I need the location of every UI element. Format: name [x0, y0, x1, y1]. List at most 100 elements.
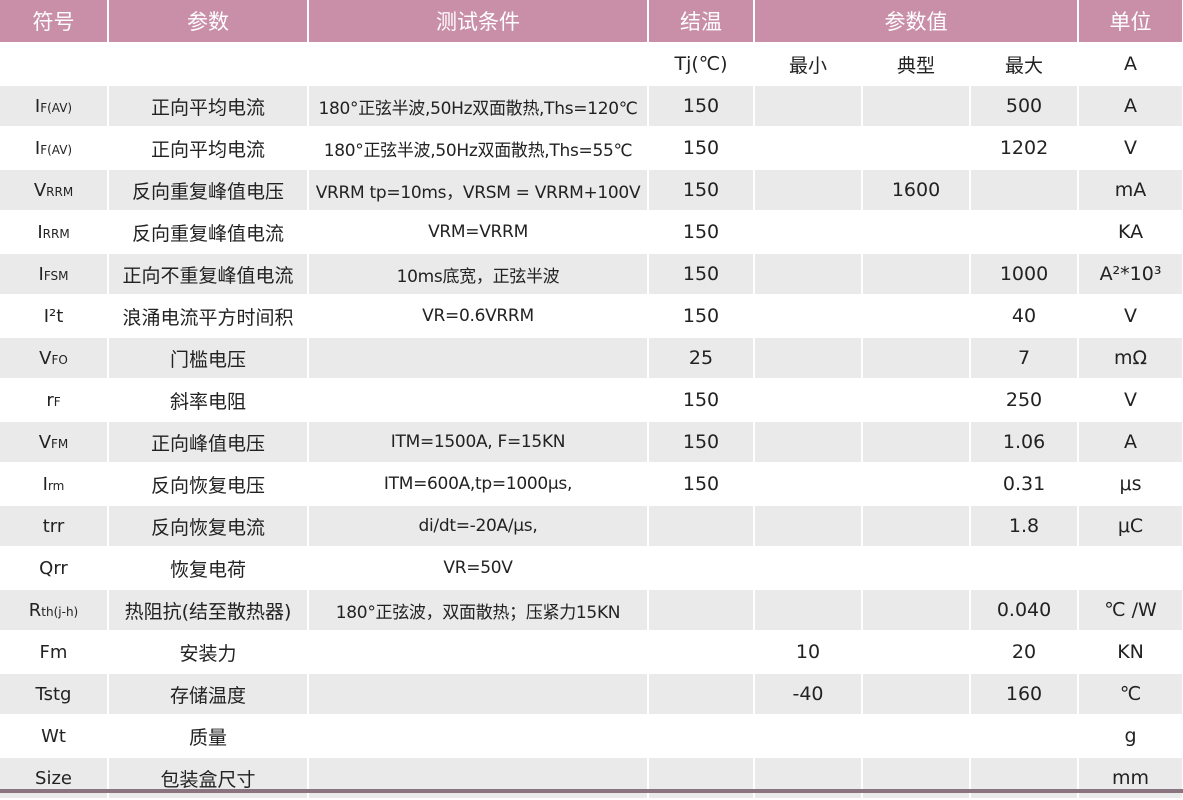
symbol-main: Fm [39, 641, 68, 663]
typ-cell: 1600 [862, 169, 971, 212]
typ-cell [862, 211, 971, 254]
max-cell: 1.06 [970, 421, 1080, 464]
typ-cell [862, 673, 971, 716]
max-cell: 20 [970, 631, 1080, 674]
symbol-main: Qrr [39, 557, 68, 579]
min-cell [754, 295, 863, 338]
typ-cell [862, 337, 971, 380]
condition-cell: 180°正弦半波,50Hz双面散热,Ths=120℃ [308, 85, 649, 128]
symbol-main: trr [42, 515, 65, 537]
unit-cell: μs [1078, 463, 1183, 506]
parameter-cell: 热阻抗(结至散热器) [108, 589, 309, 632]
tj-cell [648, 673, 755, 716]
header-condition: 测试条件 [308, 0, 649, 44]
symbol-subscript: FO [51, 352, 68, 367]
typ-cell [862, 589, 971, 632]
header-junction-temp: 结温 [648, 0, 755, 44]
parameter-cell: 反向重复峰值电压 [108, 169, 309, 212]
condition-cell [308, 337, 649, 380]
unit-cell: KA [1078, 211, 1183, 254]
unit-cell: V [1078, 127, 1183, 170]
max-cell: 7 [970, 337, 1080, 380]
table-header: 符号 参数 测试条件 结温 参数值 单位 [0, 0, 1183, 44]
max-cell [970, 211, 1080, 254]
subheader-condition [308, 43, 649, 86]
min-cell [754, 421, 863, 464]
parameter-cell: 正向平均电流 [108, 127, 309, 170]
symbol-subscript: RRM [42, 226, 70, 241]
table-row: IF(AV) 正向平均电流 180°正弦半波,50Hz双面散热,Ths=120℃ 15… [0, 85, 1183, 128]
max-cell: 0.040 [970, 589, 1080, 632]
symbol-main: V [38, 431, 52, 453]
symbol-subscript: F(AV) [40, 100, 73, 115]
table-row: IFSM 正向不重复峰值电流 10ms底宽，正弦半波 150 1000 A²*10³ [0, 253, 1183, 296]
parameter-cell: 正向平均电流 [108, 85, 309, 128]
subheader-symbol [0, 43, 109, 86]
symbol-cell: IF(AV) [0, 85, 109, 128]
min-cell [754, 169, 863, 212]
min-cell [754, 85, 863, 128]
unit-cell: V [1078, 295, 1183, 338]
min-cell [754, 589, 863, 632]
subheader-min: 最小 [754, 43, 863, 86]
symbol-cell: trr [0, 505, 109, 548]
typ-cell [862, 253, 971, 296]
tj-cell [648, 547, 755, 590]
typ-cell [862, 631, 971, 674]
condition-cell [308, 715, 649, 758]
tj-cell: 150 [648, 127, 755, 170]
header-value: 参数值 [754, 0, 1080, 44]
condition-cell [308, 673, 649, 716]
parameter-cell: 浪涌电流平方时间积 [108, 295, 309, 338]
symbol-cell: Fm [0, 631, 109, 674]
parameter-cell: 正向不重复峰值电流 [108, 253, 309, 296]
typ-cell [862, 715, 971, 758]
symbol-main: V [39, 347, 52, 369]
table-row: Rth(j-h) 热阻抗(结至散热器) 180°正弦波，双面散热；压紧力15KN 0.… [0, 589, 1183, 632]
tj-cell [648, 715, 755, 758]
symbol-main: Wt [41, 725, 66, 747]
symbol-main: I [34, 137, 41, 159]
unit-cell: A [1078, 85, 1183, 128]
subheader-tj: Tj(℃) [648, 43, 755, 86]
symbol-subscript: th(j-h) [41, 604, 79, 619]
subheader-typ: 典型 [862, 43, 971, 86]
unit-cell: mA [1078, 169, 1183, 212]
subheader-unit: A [1078, 43, 1183, 86]
symbol-subscript: FSM [43, 268, 69, 283]
tj-cell [648, 589, 755, 632]
table-row: trr 反向恢复电流 di/dt=-20A/μs, 1.8 μC [0, 505, 1183, 548]
tj-cell [648, 505, 755, 548]
symbol-main: R [28, 599, 42, 621]
unit-cell: μC [1078, 505, 1183, 548]
symbol-subscript: rm [47, 478, 65, 493]
typ-cell [862, 295, 971, 338]
min-cell [754, 547, 863, 590]
parameter-cell: 门槛电压 [108, 337, 309, 380]
unit-cell: ℃ /W [1078, 589, 1183, 632]
tj-cell: 25 [648, 337, 755, 380]
symbol-cell: Irm [0, 463, 109, 506]
typ-cell [862, 379, 971, 422]
tj-cell: 150 [648, 169, 755, 212]
tj-cell: 150 [648, 85, 755, 128]
symbol-subscript: FM [51, 436, 69, 451]
bottom-rule [0, 789, 1183, 793]
condition-cell: di/dt=-20A/μs, [308, 505, 649, 548]
parameter-cell: 安装力 [108, 631, 309, 674]
symbol-cell: Wt [0, 715, 109, 758]
symbol-main: I [34, 95, 41, 117]
table-row: VFM 正向峰值电压 ITM=1500A, F=15KN 150 1.06 A [0, 421, 1183, 464]
tj-cell: 150 [648, 421, 755, 464]
typ-cell [862, 547, 971, 590]
parameter-cell: 反向恢复电压 [108, 463, 309, 506]
table-row: Qrr 恢复电荷 VR=50V [0, 547, 1183, 590]
symbol-main: I²t [43, 305, 64, 327]
symbol-main: I [42, 473, 48, 495]
symbol-main: V [33, 179, 47, 201]
min-cell [754, 211, 863, 254]
tj-cell [648, 631, 755, 674]
table-row: Wt 质量 g [0, 715, 1183, 758]
symbol-subscript: F(AV) [40, 142, 73, 157]
unit-cell: A [1078, 421, 1183, 464]
